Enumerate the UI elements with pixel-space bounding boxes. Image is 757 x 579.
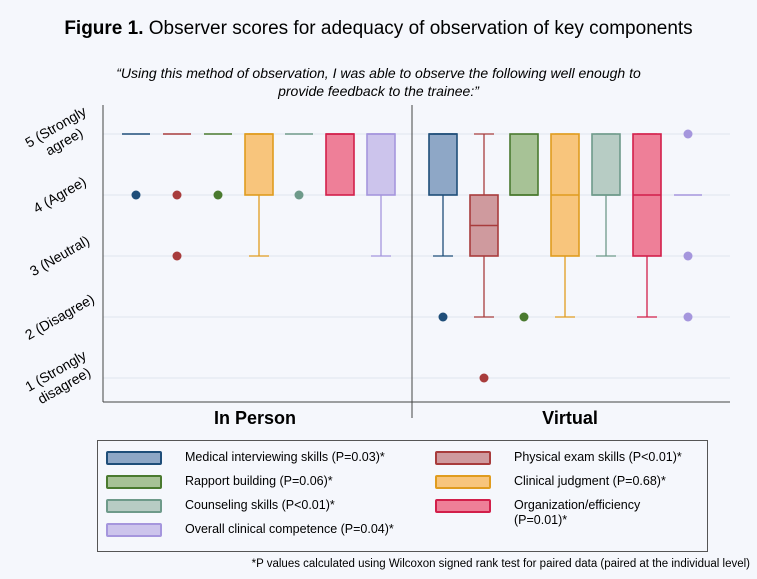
box (244, 133, 274, 196)
outlier-point (479, 373, 489, 383)
panel-label: In Person (214, 408, 296, 428)
legend-label: Physical exam skills (P<0.01)* (514, 450, 682, 465)
box (325, 133, 355, 196)
y-tick-label-line-1: 4 (Agree) (30, 173, 89, 216)
figure-title: Figure 1. Observer scores for adequacy o… (0, 18, 757, 40)
survey-question: “Using this method of observation, I was… (40, 64, 717, 100)
figure-number: Figure 1. (64, 18, 144, 39)
outlier-point (172, 251, 182, 261)
outlier-point (683, 251, 693, 261)
legend-label: Counseling skills (P<0.01)* (185, 498, 335, 513)
box (591, 133, 621, 196)
legend-label-line-2: (P=0.01)* (514, 513, 568, 527)
legend-label: Organization/efficiency (P=0.01)* (514, 498, 640, 528)
legend-swatch (435, 475, 491, 489)
outlier-point (519, 312, 529, 322)
survey-question-line-2: provide feedback to the trainee:” (278, 83, 479, 99)
legend-label-line-1: Organization/efficiency (514, 498, 641, 512)
legend-label-line-1: Physical exam skills (P<0.01)* (514, 450, 682, 464)
legend-swatch (435, 499, 491, 513)
box (428, 133, 458, 196)
y-tick-label: 3 (Neutral) (27, 232, 92, 279)
y-tick-label: 2 (Disagree) (22, 290, 97, 342)
figure-title-text: Observer scores for adequacy of observat… (143, 18, 693, 39)
outlier-point (683, 129, 693, 139)
legend-label: Rapport building (P=0.06)* (185, 474, 333, 489)
box (509, 133, 539, 196)
legend-swatch (106, 499, 162, 513)
legend-swatch (106, 451, 162, 465)
legend-label-line-1: Overall clinical competence (P=0.04)* (185, 522, 394, 536)
legend-label-line-1: Rapport building (P=0.06)* (185, 474, 333, 488)
legend-label-line-1: Clinical judgment (P=0.68)* (514, 474, 666, 488)
outlier-point (438, 312, 448, 322)
footnote: *P values calculated using Wilcoxon sign… (251, 558, 750, 570)
legend-swatch (106, 523, 162, 537)
legend-label: Clinical judgment (P=0.68)* (514, 474, 666, 489)
y-tick-label: 4 (Agree) (30, 173, 89, 216)
outlier-point (131, 190, 141, 200)
survey-question-line-1: “Using this method of observation, I was… (116, 65, 641, 81)
y-tick-label-line-1: 3 (Neutral) (27, 232, 92, 279)
legend-label-line-1: Counseling skills (P<0.01)* (185, 498, 335, 512)
legend-swatch (106, 475, 162, 489)
legend-label-line-1: Medical interviewing skills (P=0.03)* (185, 450, 385, 464)
y-tick-label-line-1: 2 (Disagree) (22, 290, 97, 342)
outlier-point (683, 312, 693, 322)
legend-swatch (435, 451, 491, 465)
legend: Medical interviewing skills (P=0.03)* Phy… (97, 440, 708, 552)
outlier-point (294, 190, 304, 200)
legend-label: Overall clinical competence (P=0.04)* (185, 522, 394, 537)
outlier-point (172, 190, 182, 200)
legend-label: Medical interviewing skills (P=0.03)* (185, 450, 385, 465)
outlier-point (213, 190, 223, 200)
box (366, 133, 396, 196)
panel-label: Virtual (542, 408, 598, 428)
